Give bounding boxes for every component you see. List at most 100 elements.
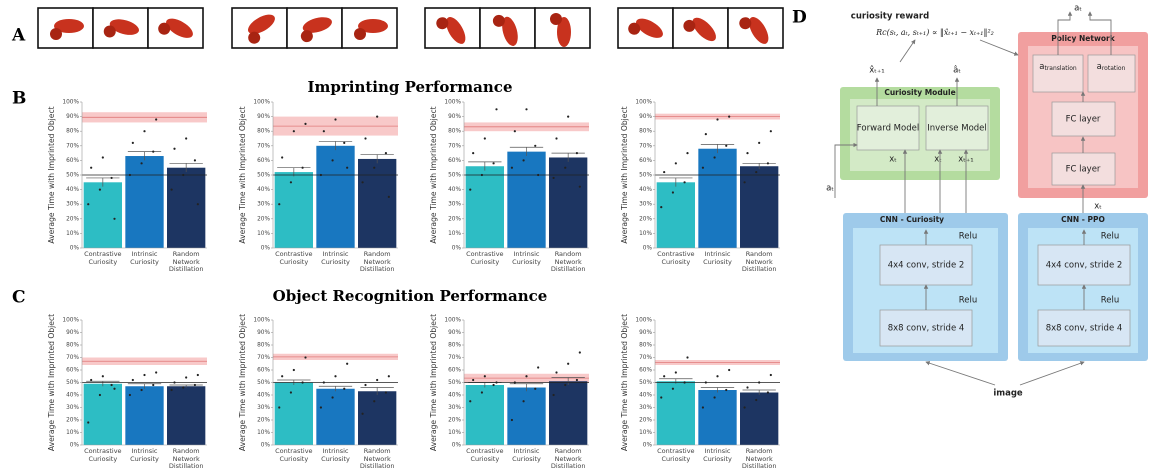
section-title: Object Recognition Performance [273, 287, 548, 305]
error-bar [551, 152, 585, 162]
relu: Relu [1101, 296, 1120, 306]
object-part [103, 25, 116, 38]
model-box [925, 105, 989, 151]
y-tick-label: 90% [448, 330, 461, 336]
action-box [1032, 54, 1084, 93]
symbol: aₜ [1074, 4, 1082, 14]
data-point [319, 406, 323, 409]
object-part [557, 17, 571, 47]
x-tick-label: Random Network Distillation [550, 447, 586, 470]
object-part [358, 19, 388, 33]
data-point [281, 375, 284, 378]
y-tick-label: 50% [257, 173, 270, 179]
data-point [537, 366, 540, 369]
bar [549, 381, 588, 445]
data-point [376, 115, 379, 118]
arrow [925, 361, 996, 386]
data-point [567, 362, 570, 365]
data-point [522, 400, 525, 403]
data-point [331, 396, 334, 399]
data-point [361, 412, 364, 415]
y-tick-label: 50% [257, 380, 270, 386]
conv-box [879, 309, 973, 347]
data-point [155, 371, 158, 374]
x-tick-label: Contrastive Curiosity [657, 447, 695, 463]
data-point [113, 387, 116, 390]
fc-label: FC layer [1066, 115, 1101, 125]
y-tick-label: 30% [448, 405, 461, 411]
y-tick-label: 80% [257, 129, 270, 135]
y-tick-label: 20% [66, 216, 79, 222]
object-icon [492, 14, 518, 46]
data-point [304, 356, 307, 359]
bar [656, 381, 695, 445]
data-point [196, 203, 199, 206]
bar [83, 383, 122, 445]
x-tick-label: Intrinsic Curiosity [703, 447, 732, 463]
data-point [564, 166, 567, 169]
relu: Relu [959, 296, 978, 306]
data-point [674, 162, 677, 165]
panel-label: A [11, 26, 26, 46]
y-tick-label: 60% [66, 158, 79, 164]
y-tick-label: 60% [448, 158, 461, 164]
object-part [54, 19, 84, 33]
x-tick-label: Random Network Distillation [741, 447, 777, 470]
y-tick-label: 60% [448, 368, 461, 374]
data-point [170, 388, 173, 392]
action-sub: rotation [1102, 65, 1126, 72]
symbol: aₜ [826, 184, 834, 194]
y-tick-label: 10% [639, 231, 652, 237]
data-point [346, 362, 349, 365]
y-tick-label: 30% [639, 405, 652, 411]
bar [167, 167, 206, 248]
data-point [185, 137, 188, 140]
object-part [166, 18, 193, 38]
data-point [98, 393, 102, 397]
arrow [834, 142, 858, 198]
y-tick-label: 40% [448, 393, 461, 399]
model-box [856, 105, 920, 151]
arrow [1019, 361, 1085, 386]
y-tick-label: 0% [261, 246, 271, 252]
y-tick-label: 80% [66, 343, 79, 349]
y-tick-label: 20% [448, 216, 461, 222]
reward-title: curiosity reward [851, 12, 929, 22]
data-point [701, 166, 705, 169]
data-point [143, 130, 146, 133]
x-tick-label: Random Network Distillation [359, 250, 395, 273]
error-bar [86, 177, 120, 187]
y-tick-label: 30% [448, 202, 461, 208]
y-axis-label: Average Time with Imprinted Object [47, 106, 56, 243]
x-tick-label: Intrinsic Curiosity [321, 447, 350, 463]
object-part [502, 16, 518, 46]
y-tick-label: 100% [635, 100, 652, 106]
bar [316, 145, 355, 248]
data-point [578, 185, 581, 188]
action-base: a [1039, 62, 1044, 72]
data-point [472, 152, 475, 155]
diagram: curiosity reward Rc(sₜ, aₜ, sₜ₊₁) ∝ ‖x̂ₜ… [826, 4, 1148, 399]
object-part [109, 19, 139, 35]
y-tick-label: 100% [253, 100, 270, 106]
data-point [376, 378, 379, 382]
y-axis-label: Average Time with Imprinted Object [238, 106, 247, 243]
y-tick-label: 40% [66, 187, 79, 193]
bar [83, 182, 122, 248]
data-point [384, 391, 388, 394]
y-tick-label: 10% [257, 430, 270, 436]
data-point [278, 406, 281, 409]
data-point [483, 375, 486, 378]
data-point [322, 130, 325, 133]
x-tick-label: Intrinsic Curiosity [130, 447, 159, 463]
y-tick-label: 40% [448, 187, 461, 193]
data-point [671, 191, 675, 194]
bar [274, 382, 313, 445]
object-part [446, 17, 466, 44]
object-part [683, 19, 696, 32]
data-point [343, 141, 346, 144]
data-point [196, 373, 199, 377]
data-point [331, 159, 334, 162]
error-bar [700, 143, 735, 154]
data-point [510, 418, 514, 422]
